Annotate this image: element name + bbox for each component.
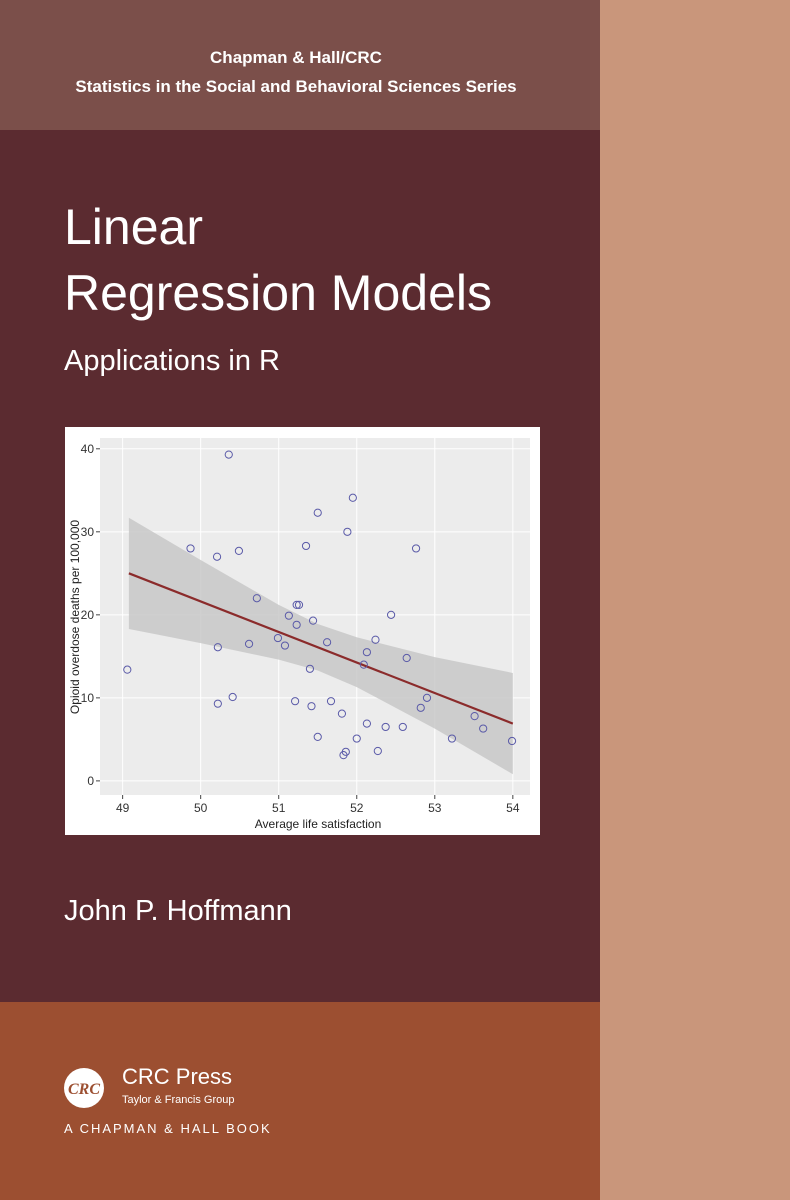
series-line: Statistics in the Social and Behavioral … <box>75 77 516 96</box>
data-point <box>244 639 254 648</box>
data-point <box>213 699 222 708</box>
data-point <box>228 692 237 702</box>
header-band <box>0 0 600 130</box>
data-point <box>307 702 316 711</box>
logo-text: CRC <box>68 1081 100 1098</box>
data-point <box>447 734 457 743</box>
y-tick-label: 30 <box>81 525 95 539</box>
data-point <box>123 665 132 674</box>
data-point <box>308 616 318 625</box>
data-point <box>294 600 304 609</box>
data-point <box>371 635 380 644</box>
data-point <box>416 703 425 712</box>
data-point <box>273 633 283 643</box>
data-point <box>252 594 261 603</box>
x-tick-label: 54 <box>506 801 520 815</box>
data-point <box>479 724 488 733</box>
y-tick-label: 20 <box>81 608 95 622</box>
data-point <box>348 493 357 502</box>
data-point <box>362 648 371 657</box>
data-point <box>402 653 411 663</box>
data-point <box>212 552 222 561</box>
publisher-name: CRC Press <box>122 1064 232 1089</box>
data-point <box>292 620 301 629</box>
data-point <box>292 600 301 609</box>
title: Regression Models <box>64 265 492 321</box>
x-tick-label: 49 <box>116 801 130 815</box>
data-point <box>322 638 332 647</box>
author: John P. Hoffmann <box>64 895 292 927</box>
spine-strip <box>600 0 790 1200</box>
data-point <box>234 546 244 556</box>
logo-circle <box>64 1068 104 1108</box>
data-point <box>341 747 350 756</box>
fit-line <box>128 572 514 725</box>
x-tick-label: 52 <box>350 801 364 815</box>
x-tick-label: 50 <box>194 801 208 815</box>
imprint: A CHAPMAN & HALL BOOK <box>64 1121 272 1136</box>
x-tick-label: 53 <box>428 801 442 815</box>
data-point <box>326 697 336 706</box>
y-tick-label: 10 <box>81 691 95 705</box>
confidence-band <box>128 517 513 775</box>
data-point <box>386 610 396 619</box>
y-axis-title: Opioid overdose deaths per 100,000 <box>68 520 82 714</box>
data-point <box>301 541 311 551</box>
data-point <box>343 527 352 536</box>
data-point <box>373 746 382 756</box>
data-point <box>213 643 222 652</box>
data-point <box>507 736 517 746</box>
data-point <box>290 697 300 706</box>
publisher-group: Taylor & Francis Group <box>122 1094 234 1106</box>
subtitle: Applications in R <box>64 345 280 377</box>
series-line: Chapman & Hall/CRC <box>210 48 382 67</box>
title: Linear <box>64 199 203 255</box>
data-point <box>280 641 290 650</box>
data-point <box>352 734 361 743</box>
data-point <box>359 660 368 669</box>
y-tick-label: 40 <box>81 442 95 456</box>
data-point <box>411 544 421 553</box>
data-point <box>422 693 432 702</box>
data-point <box>470 712 479 721</box>
data-point <box>284 611 293 620</box>
data-point <box>362 719 371 728</box>
footer-band <box>0 1002 600 1200</box>
data-point <box>398 722 407 732</box>
data-point <box>337 709 347 718</box>
data-point <box>186 544 195 553</box>
data-point <box>381 722 390 732</box>
data-point <box>305 664 315 673</box>
data-point <box>313 508 322 517</box>
data-point <box>224 450 233 459</box>
y-tick-label: 0 <box>87 774 94 788</box>
x-axis-title: Average life satisfaction <box>255 817 382 831</box>
x-tick-label: 51 <box>272 801 286 815</box>
data-point <box>313 732 322 741</box>
